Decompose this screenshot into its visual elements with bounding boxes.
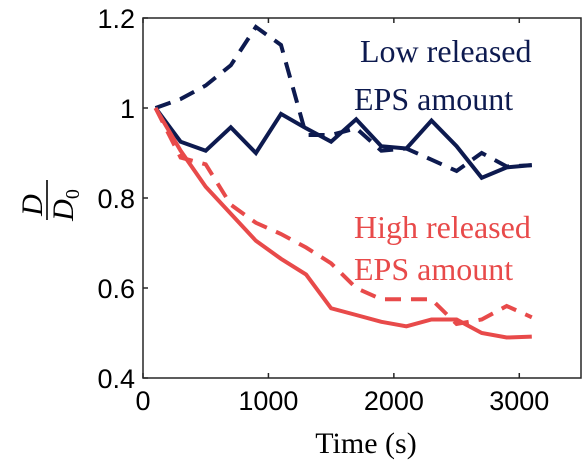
plot-frame (142, 17, 582, 379)
y-tick-label: 1 (120, 94, 135, 124)
annotation-high-released: High released EPS amount (354, 209, 539, 287)
annotation-high-line-2: EPS amount (354, 251, 513, 287)
annotation-low-released: Low released EPS amount (354, 33, 539, 117)
y-axis-label-denominator: D0 (47, 189, 84, 222)
series-line-high-solid (153, 106, 532, 340)
x-tick-label: 3000 (489, 386, 549, 416)
series-line-high-dashed (153, 107, 533, 327)
series-line-low-solid (153, 106, 532, 181)
annotation-low-line-2: EPS amount (354, 81, 513, 117)
y-axis-label-denominator-subscript: 0 (62, 189, 84, 199)
x-axis-label: Time (s) (315, 427, 416, 460)
y-tick-label: 0.4 (97, 364, 135, 394)
x-tick-label: 1000 (238, 386, 298, 416)
ticks-layer: 0 1000 2000 3000 0.4 0.6 0.8 1 1.2 (97, 4, 549, 416)
y-axis-label: D D0 (16, 180, 84, 222)
y-tick-label: 1.2 (97, 4, 135, 34)
y-tick-label: 0.8 (97, 184, 135, 214)
series-layer (153, 24, 533, 340)
series-line-low-dashed (154, 24, 532, 174)
x-tick-label: 2000 (364, 386, 424, 416)
annotation-low-line-1: Low released (360, 33, 531, 69)
y-axis-label-numerator: D (16, 194, 49, 217)
y-axis-label-denominator-letter: D (47, 199, 80, 222)
y-tick-label: 0.6 (97, 274, 135, 304)
annotation-high-line-1: High released (354, 209, 531, 245)
x-tick-label: 0 (135, 386, 150, 416)
